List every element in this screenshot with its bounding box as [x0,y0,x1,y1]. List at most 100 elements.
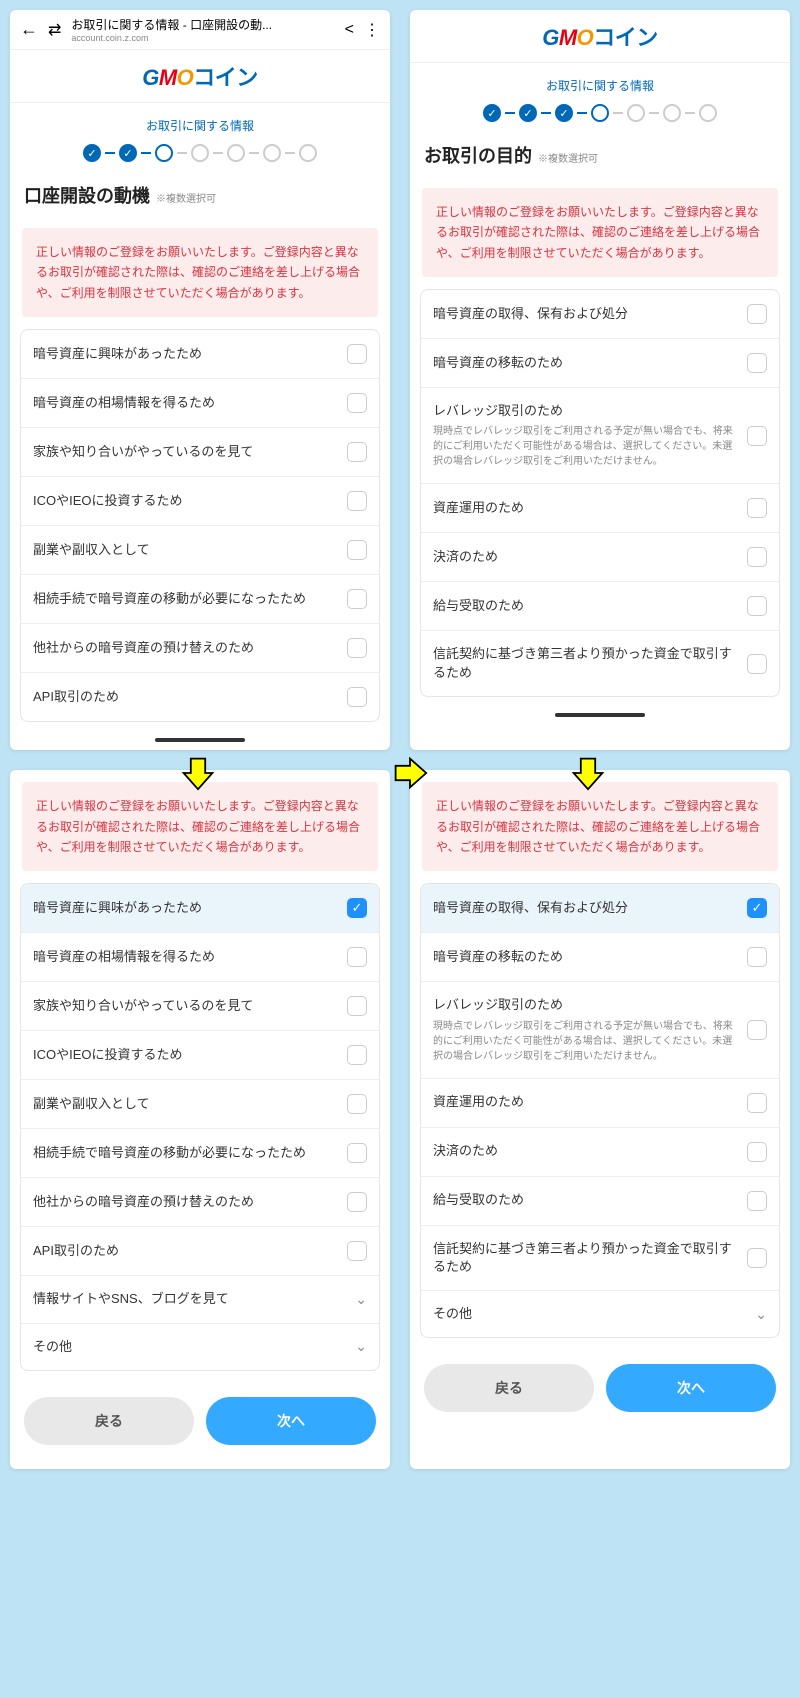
section-heading: 口座開設の動機※複数選択可 [10,168,390,216]
list-item[interactable]: 資産運用のため [421,484,779,533]
list-item[interactable]: 決済のため [421,1128,779,1177]
checkbox[interactable] [347,1094,367,1114]
page-url: account.coin.z.com [71,33,334,43]
list-item[interactable]: 暗号資産の取得、保有および処分 [421,290,779,339]
checkbox-checked[interactable]: ✓ [747,898,767,918]
next-button[interactable]: 次へ [206,1397,376,1445]
chevron-down-icon: ⌄ [355,1338,367,1355]
checkbox[interactable] [347,1143,367,1163]
list-item[interactable]: 暗号資産の移転のため [421,933,779,982]
stepper-label: お取引に関する情報 [20,117,380,134]
checkbox[interactable] [347,491,367,511]
checkbox[interactable] [747,596,767,616]
checkbox[interactable] [347,344,367,364]
checkbox[interactable] [747,947,767,967]
next-button[interactable]: 次へ [606,1364,776,1412]
option-list: 暗号資産に興味があったため✓ 暗号資産の相場情報を得るため 家族や知り合いがやっ… [20,883,380,1370]
checkbox[interactable] [347,393,367,413]
checkbox[interactable] [347,947,367,967]
list-item-expandable[interactable]: 情報サイトやSNS、ブログを見て⌄ [21,1276,379,1323]
list-item[interactable]: 資産運用のため [421,1079,779,1128]
warning-box: 正しい情報のご登録をお願いいたします。ご登録内容と異なるお取引が確認された際は、… [22,228,378,317]
list-item[interactable]: API取引のため [21,1227,379,1276]
checkbox[interactable] [747,1248,767,1268]
list-item[interactable]: 暗号資産に興味があったため [21,330,379,379]
list-item[interactable]: 副業や副収入として [21,1080,379,1129]
back-arrow-icon[interactable]: ← [20,19,38,40]
option-list: 暗号資産の取得、保有および処分 暗号資産の移転のため レバレッジ取引のため現時点… [420,289,780,697]
section-heading: お取引の目的※複数選択可 [410,128,790,176]
gesture-handle [555,713,645,717]
chevron-down-icon: ⌄ [755,1306,767,1323]
list-item[interactable]: 暗号資産に興味があったため✓ [21,884,379,933]
back-button[interactable]: 戻る [424,1364,594,1412]
checkbox[interactable] [347,1192,367,1212]
flow-arrow-down-icon [180,755,216,800]
option-list: 暗号資産に興味があったため 暗号資産の相場情報を得るため 家族や知り合いがやって… [20,329,380,722]
list-item[interactable]: API取引のため [21,673,379,721]
share-icon[interactable]: < [345,21,354,39]
checkbox[interactable] [347,589,367,609]
checkbox[interactable] [747,1142,767,1162]
list-item[interactable]: 暗号資産の取得、保有および処分✓ [421,884,779,933]
list-item[interactable]: 信託契約に基づき第三者より預かった資金で取引するため [421,1226,779,1291]
list-item[interactable]: 副業や副収入として [21,526,379,575]
list-item[interactable]: 相続手続で暗号資産の移動が必要になったため [21,1129,379,1178]
checkbox[interactable] [747,498,767,518]
list-item[interactable]: 信託契約に基づき第三者より預かった資金で取引するため [421,631,779,695]
list-item[interactable]: レバレッジ取引のため現時点でレバレッジ取引をご利用される予定が無い場合でも、将来… [421,982,779,1078]
list-item[interactable]: 家族や知り合いがやっているのを見て [21,428,379,477]
checkbox[interactable] [347,638,367,658]
checkbox[interactable] [747,547,767,567]
stepper-label: お取引に関する情報 [420,77,780,94]
list-item[interactable]: 他社からの暗号資産の預け替えのため [21,1178,379,1227]
checkbox[interactable] [747,426,767,446]
warning-box: 正しい情報のご登録をお願いいたします。ご登録内容と異なるお取引が確認された際は、… [422,188,778,277]
list-item[interactable]: ICOやIEOに投資するため [21,1031,379,1080]
flow-arrow-right-icon [392,755,428,800]
list-item[interactable]: 決済のため [421,533,779,582]
list-item[interactable]: 給与受取のため [421,1177,779,1226]
page-title: お取引に関する情報 - 口座開設の動... [71,16,334,33]
list-item[interactable]: ICOやIEOに投資するため [21,477,379,526]
screen-purpose-selected: 正しい情報のご登録をお願いいたします。ご登録内容と異なるお取引が確認された際は、… [410,770,790,1469]
list-item[interactable]: 暗号資産の相場情報を得るため [21,933,379,982]
more-icon[interactable]: ⋮ [364,20,380,40]
list-item[interactable]: 暗号資産の移転のため [421,339,779,388]
list-item[interactable]: 暗号資産の相場情報を得るため [21,379,379,428]
screen-motive-initial: ← ⇄ お取引に関する情報 - 口座開設の動... account.coin.z… [10,10,390,750]
checkbox[interactable] [747,1191,767,1211]
checkbox-checked[interactable]: ✓ [347,898,367,918]
list-item[interactable]: 給与受取のため [421,582,779,631]
list-item-expandable[interactable]: その他⌄ [21,1324,379,1370]
checkbox[interactable] [747,1020,767,1040]
option-list: 暗号資産の取得、保有および処分✓ 暗号資産の移転のため レバレッジ取引のため現時… [420,883,780,1338]
checkbox[interactable] [347,687,367,707]
checkbox[interactable] [747,353,767,373]
gmo-logo: GMOコイン [542,25,658,50]
progress-stepper: ✓ ✓ ✓ [420,104,780,122]
browser-bar: ← ⇄ お取引に関する情報 - 口座開設の動... account.coin.z… [10,10,390,50]
list-item-expandable[interactable]: その他⌄ [421,1291,779,1337]
progress-stepper: ✓ ✓ [20,144,380,162]
back-button[interactable]: 戻る [24,1397,194,1445]
checkbox[interactable] [347,1241,367,1261]
list-item[interactable]: 家族や知り合いがやっているのを見て [21,982,379,1031]
logo-bar: GMOコイン [410,10,790,63]
checkbox[interactable] [347,1045,367,1065]
translate-icon[interactable]: ⇄ [48,20,61,40]
list-item[interactable]: レバレッジ取引のため現時点でレバレッジ取引をご利用される予定が無い場合でも、将来… [421,388,779,484]
gmo-logo: GMOコイン [142,65,258,90]
list-item[interactable]: 他社からの暗号資産の預け替えのため [21,624,379,673]
screen-purpose-initial: GMOコイン お取引に関する情報 ✓ ✓ ✓ お取引の目的※複数選択可 正しい情… [410,10,790,750]
checkbox[interactable] [347,540,367,560]
list-item[interactable]: 相続手続で暗号資産の移動が必要になったため [21,575,379,624]
checkbox[interactable] [747,1093,767,1113]
logo-bar: GMOコイン [10,50,390,103]
checkbox[interactable] [747,304,767,324]
checkbox[interactable] [747,654,767,674]
flow-arrow-down-icon [570,755,606,800]
chevron-down-icon: ⌄ [355,1291,367,1308]
checkbox[interactable] [347,996,367,1016]
checkbox[interactable] [347,442,367,462]
